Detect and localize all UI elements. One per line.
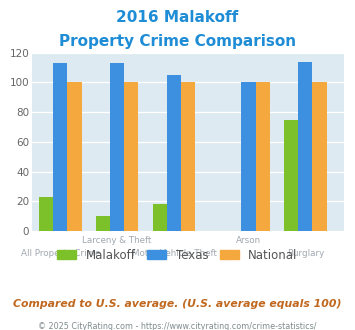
Text: Motor Vehicle Theft: Motor Vehicle Theft	[131, 249, 217, 258]
Bar	[284, 119, 298, 231]
Text: Property Crime Comparison: Property Crime Comparison	[59, 35, 296, 50]
Bar	[167, 75, 181, 231]
Bar	[298, 62, 312, 231]
Bar	[96, 216, 110, 231]
Bar	[67, 82, 82, 231]
Bar	[39, 197, 53, 231]
Text: © 2025 CityRating.com - https://www.cityrating.com/crime-statistics/: © 2025 CityRating.com - https://www.city…	[38, 322, 317, 330]
Text: Arson: Arson	[236, 236, 261, 245]
Bar	[153, 204, 167, 231]
Text: 2016 Malakoff: 2016 Malakoff	[116, 10, 239, 25]
Text: Compared to U.S. average. (U.S. average equals 100): Compared to U.S. average. (U.S. average …	[13, 299, 342, 309]
Legend: Malakoff, Texas, National: Malakoff, Texas, National	[53, 244, 302, 266]
Bar	[256, 82, 270, 231]
Bar	[124, 82, 138, 231]
Bar	[241, 82, 256, 231]
Bar	[53, 63, 67, 231]
Text: Larceny & Theft: Larceny & Theft	[82, 236, 152, 245]
Bar	[312, 82, 327, 231]
Text: All Property Crime: All Property Crime	[21, 249, 100, 258]
Bar	[110, 63, 124, 231]
Text: Burglary: Burglary	[287, 249, 324, 258]
Bar	[181, 82, 195, 231]
